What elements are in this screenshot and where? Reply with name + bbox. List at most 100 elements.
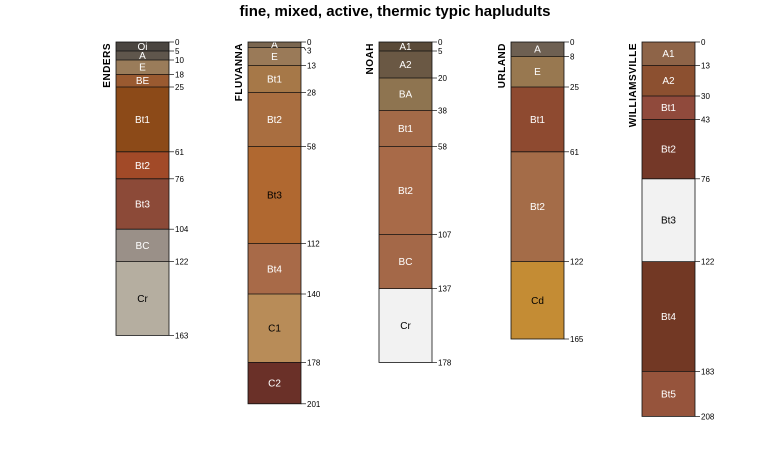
horizon-label: Bt2 [398,186,413,197]
horizon-rect [379,288,432,363]
depth-label: 61 [570,148,579,157]
depth-label: 178 [438,358,452,367]
horizon-rect [248,65,301,93]
depth-label: 10 [175,56,184,65]
horizon-rect [248,42,301,48]
depth-label: 38 [438,106,447,115]
profile-name: FLUVANNA [234,43,245,101]
horizon-label: Bt2 [267,115,282,126]
horizon-label: BC [136,241,150,252]
horizon-rect [116,74,169,87]
depth-label: 76 [701,175,710,184]
depth-label: 201 [307,400,321,409]
horizon-rect [379,78,432,111]
depth-label: 107 [438,231,452,240]
horizon-rect [248,47,301,66]
profile-name: ENDERS [102,43,113,88]
horizon-label: Bt4 [661,312,676,323]
horizon-rect [642,371,695,417]
horizon-rect [642,65,695,96]
horizon-label: BC [399,257,413,268]
profile-name: WILLIAMSVILLE [628,43,639,127]
depth-label: 122 [701,258,715,267]
depth-label: 0 [175,38,180,47]
profile-urland: URLAND AE Bt1 Bt2 Cd 0 8 25 61 122 165 [497,38,584,344]
horizon-label: E [534,67,541,78]
horizon-label: A2 [662,76,675,87]
horizon-rect [116,60,169,75]
horizon-rect [642,42,695,66]
depth-label: 5 [438,47,443,56]
horizon-rect [379,51,432,78]
horizon-rect [379,234,432,289]
depth-label: 208 [701,412,715,421]
horizon-rect [379,42,432,51]
horizon-rect [116,178,169,230]
horizon-label: C1 [268,324,281,335]
horizon-rect [511,56,564,87]
horizon-rect [116,51,169,60]
horizon-rect [248,146,301,244]
horizon-label: A2 [399,60,412,71]
depth-label: 61 [175,148,184,157]
horizon-rect [642,261,695,372]
horizon-rect [642,96,695,120]
profile-outline [115,41,170,336]
profile-williamsville: WILLIAMSVILLE A1 A2 Bt1 Bt2 Bt3 Bt4 Bt5 0 13 30 43 7… [628,38,715,421]
horizon-rect [248,243,301,294]
horizon-label: Cd [531,296,544,307]
depth-label: 163 [175,331,189,340]
horizon-rect [116,261,169,336]
profiles-group: ENDERS OiAEBEBt1Bt2Bt3BCCr051018256176104… [102,38,715,421]
depth-label: 112 [307,240,320,249]
profile-fluvanna: FLUVANNA AE Bt1 Bt2 Bt3 Bt4 C1 C2 03 13 28 58 112 140… [234,38,321,409]
depth-label: 183 [701,367,715,376]
horizon-label: Bt1 [135,115,150,126]
depth-label: 30 [701,92,710,101]
horizon-label: Bt3 [661,216,676,227]
horizon-label: A1 [662,49,675,60]
chart-title: fine, mixed, active, thermic typic haplu… [240,3,551,20]
horizon-label: E [271,52,278,63]
horizon-rect [116,229,169,262]
horizon-label: BA [399,90,413,101]
depth-label: 8 [570,52,575,61]
profile-outline [378,41,433,363]
depth-label: 137 [438,285,452,294]
horizon-label: Bt4 [267,264,282,275]
depth-label: 76 [175,175,184,184]
horizon-label: Bt1 [267,74,282,85]
depth-label: 0 [307,38,312,47]
horizon-label: Cr [400,321,411,332]
depth-label: 104 [175,225,189,234]
horizon-rect [248,294,301,363]
horizon-rect [116,87,169,152]
depth-label: 13 [701,61,710,70]
profile-name: NOAH [365,43,376,74]
depth-label: 28 [307,88,316,97]
depth-label: 18 [175,70,184,79]
profile-outline [641,41,696,417]
horizon-label: A [534,45,541,56]
depth-label: 178 [307,358,321,367]
horizon-rect [379,146,432,235]
horizon-rect [248,362,301,404]
depth-label: 3 [307,47,312,56]
horizon-label: Bt2 [135,161,150,172]
depth-label: 20 [438,74,447,83]
horizon-label: Bt2 [661,145,676,156]
horizon-rect [116,42,169,51]
horizon-label: Bt5 [661,389,676,400]
horizon-rect [511,261,564,339]
depth-label: 58 [307,142,316,151]
depth-label: 140 [307,290,321,299]
horizon-label: Bt1 [530,115,545,126]
depth-label: 5 [175,47,180,56]
profile-noah: NOAH A1 A2 BA Bt1 Bt2 BC Cr 05 20 38 58 107 137 178 [365,38,452,367]
depth-label: 165 [570,335,584,344]
horizon-rect [511,151,564,262]
horizon-rect [379,110,432,147]
profile-outline [510,41,565,340]
